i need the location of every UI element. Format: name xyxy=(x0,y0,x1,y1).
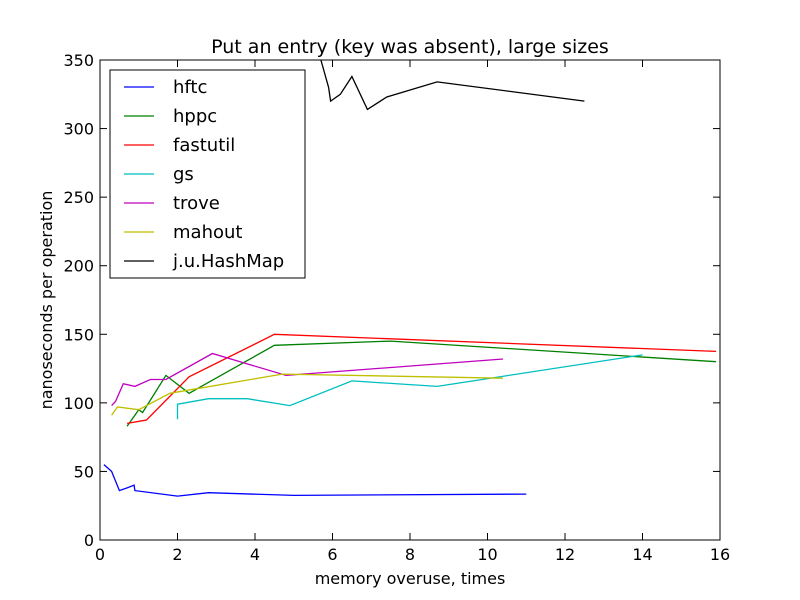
x-tick-label: 12 xyxy=(555,545,575,564)
x-axis-label: memory overuse, times xyxy=(315,569,506,588)
series-line-hppc xyxy=(126,340,717,427)
series-group xyxy=(103,60,717,497)
y-tick-label: 150 xyxy=(63,325,94,344)
y-tick-label: 50 xyxy=(74,462,94,481)
series-line-gs xyxy=(176,354,643,420)
x-tick-label: 4 xyxy=(250,545,260,564)
series-line-j-u-hashmap xyxy=(320,60,585,111)
legend-label: fastutil xyxy=(173,135,235,156)
x-tick-label: 8 xyxy=(405,545,415,564)
x-axis-ticks: 0 2 4 6 8 10 12 14 16 xyxy=(95,60,730,564)
y-tick-label: 350 xyxy=(63,51,94,70)
x-tick-label: 2 xyxy=(172,545,182,564)
series-line-trove xyxy=(111,352,504,407)
series-line-hftc xyxy=(103,464,527,497)
y-tick-label: 200 xyxy=(63,257,94,276)
y-tick-label: 100 xyxy=(63,394,94,413)
legend-label: mahout xyxy=(173,222,242,243)
legend: hftc hppc fastutil gs trove mahout j.u.HashMap xyxy=(109,69,306,279)
y-tick-label: 250 xyxy=(63,188,94,207)
legend-label: trove xyxy=(173,193,220,214)
y-axis-ticks: 0 50 100 150 200 250 300 350 xyxy=(63,51,720,550)
x-tick-label: 14 xyxy=(632,545,652,564)
legend-label: hftc xyxy=(173,77,207,98)
x-tick-label: 0 xyxy=(95,545,105,564)
legend-label: gs xyxy=(173,164,194,185)
series-line-mahout xyxy=(111,373,504,416)
legend-label: j.u.HashMap xyxy=(172,251,284,272)
legend-label: hppc xyxy=(173,106,217,127)
x-tick-label: 10 xyxy=(477,545,497,564)
plot-area: 0 2 4 6 8 10 12 14 16 0 50 100 150 200 250 300 350 xyxy=(63,51,730,564)
x-tick-label: 6 xyxy=(327,545,337,564)
y-tick-label: 300 xyxy=(63,120,94,139)
y-axis-label: nanoseconds per operation xyxy=(37,191,56,410)
x-tick-label: 16 xyxy=(710,545,730,564)
chart-title: Put an entry (key was absent), large siz… xyxy=(211,36,609,58)
series-line-fastutil xyxy=(126,333,717,425)
y-tick-label: 0 xyxy=(84,531,94,550)
